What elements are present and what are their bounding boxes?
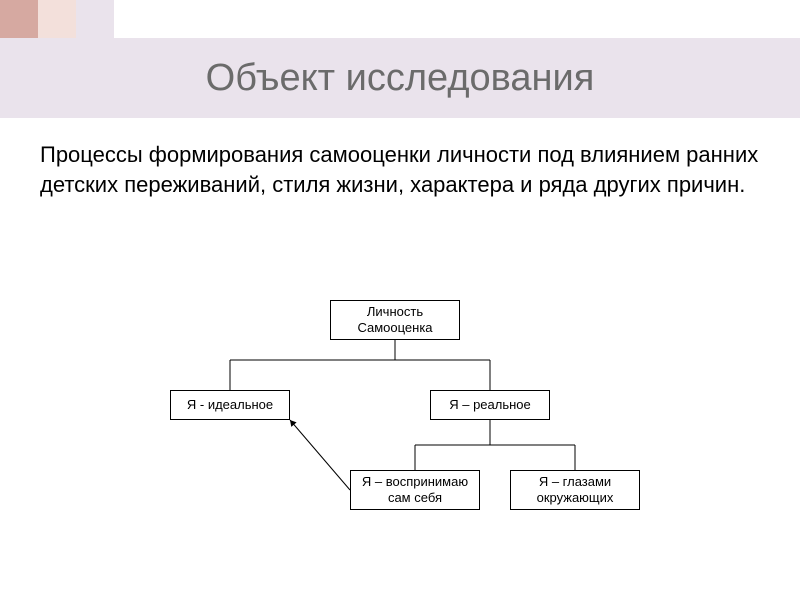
corner-square-1 xyxy=(0,0,38,38)
diagram-container: ЛичностьСамооценка Я - идеальное Я – реаль… xyxy=(0,290,800,570)
slide-title: Объект исследования xyxy=(206,57,595,100)
node-root: ЛичностьСамооценка xyxy=(330,300,460,340)
slide: Объект исследования Процессы формировани… xyxy=(0,0,800,600)
corner-decor xyxy=(0,0,114,38)
slide-body: Процессы формирования самооценки личност… xyxy=(40,140,760,199)
node-ideal: Я - идеальное xyxy=(170,390,290,420)
node-real: Я – реальное xyxy=(430,390,550,420)
corner-square-2 xyxy=(38,0,76,38)
node-others: Я – глазамиокружающих xyxy=(510,470,640,510)
title-bar: Объект исследования xyxy=(0,38,800,118)
node-self: Я – воспринимаюсам себя xyxy=(350,470,480,510)
corner-square-3 xyxy=(76,0,114,38)
